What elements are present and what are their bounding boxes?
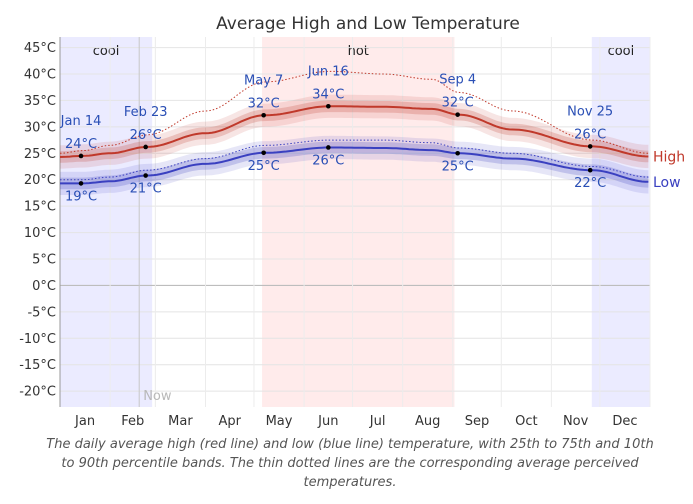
annotation-high-value: 34°C <box>312 87 344 102</box>
annotation-high-value: 32°C <box>248 96 280 111</box>
high-point <box>455 112 460 117</box>
x-tick-label: Jul <box>369 414 386 429</box>
annotation-low-value: 19°C <box>65 189 97 204</box>
high-point <box>143 144 148 150</box>
high-point <box>261 112 266 118</box>
low-band-10-90 <box>60 135 649 195</box>
high-point <box>587 144 593 149</box>
x-tick-label: Mar <box>168 414 193 429</box>
low-point <box>78 181 84 186</box>
annotation-date: May 7 <box>244 73 283 88</box>
season-band-cool <box>591 37 650 407</box>
x-tick-label: Apr <box>218 414 241 429</box>
y-tick-label: 35°C <box>24 94 56 109</box>
y-axis: 45°C 40°C 35°C 30°C 25°C 20°C 15°C 10°C 5°C 0°C -5… <box>19 41 56 400</box>
y-tick-label: 10°C <box>24 226 56 241</box>
season-label: hot <box>348 44 369 59</box>
low-point <box>587 167 593 173</box>
y-tick-label: -5°C <box>27 305 56 320</box>
x-tick-label: Nov <box>563 414 589 429</box>
y-tick-label: 45°C <box>24 41 56 56</box>
now-label: Now <box>143 389 172 404</box>
y-tick-label: 20°C <box>24 173 56 188</box>
high-point <box>326 103 331 109</box>
low-band-25-75 <box>60 141 649 190</box>
annotation-high-value: 26°C <box>130 128 162 143</box>
low-point <box>261 150 266 156</box>
y-tick-label: 5°C <box>32 253 56 268</box>
season-band-hot <box>262 37 455 407</box>
chart-title: Average High and Low Temperature <box>216 14 520 34</box>
annotation-high-value: 24°C <box>65 137 97 152</box>
annotation-high-value: 26°C <box>574 127 606 142</box>
y-tick-label: 15°C <box>24 200 56 215</box>
high-perceived-line <box>59 70 649 154</box>
y-tick-label: -10°C <box>19 332 56 347</box>
y-tick-label: 40°C <box>24 68 56 83</box>
annotation-date: Jun 16 <box>307 64 349 79</box>
low-point <box>143 173 148 178</box>
annotation-low-value: 22°C <box>574 176 606 191</box>
low-line <box>60 146 649 185</box>
annotation-date: Nov 25 <box>567 104 613 119</box>
annotation-date: Sep 4 <box>439 73 476 88</box>
x-tick-label: Sep <box>465 414 490 429</box>
y-tick-label: -20°C <box>19 385 56 400</box>
annotation-low-value: 26°C <box>312 153 344 168</box>
low-point <box>326 145 331 150</box>
season-band-cool <box>60 37 153 407</box>
y-tick-label: 25°C <box>24 147 56 162</box>
high-series-label: High <box>653 149 685 165</box>
x-tick-label: Jan <box>74 414 95 429</box>
annotation-date: Jan 14 <box>60 114 102 129</box>
low-series-label: Low <box>653 175 681 191</box>
annotation-low-value: 25°C <box>248 159 280 174</box>
x-tick-label: Dec <box>612 414 637 429</box>
season-bands: cool hot cool <box>60 37 650 407</box>
x-tick-label: Feb <box>121 414 144 429</box>
low-point <box>455 150 460 156</box>
y-tick-label: -15°C <box>19 358 56 373</box>
season-label: cool <box>93 44 120 59</box>
low-perceived-line <box>60 139 649 181</box>
x-axis: Jan Feb Mar Apr May Jun Jul Aug Sep Oct Nov Dec <box>74 414 637 429</box>
annotation-date: Feb 23 <box>124 105 168 120</box>
y-tick-label: 30°C <box>24 120 56 135</box>
x-tick-label: Oct <box>515 414 537 429</box>
annotation-low-value: 25°C <box>442 159 474 174</box>
grid: Now <box>59 37 651 407</box>
annotation-high-value: 32°C <box>442 96 474 111</box>
y-tick-label: 0°C <box>32 279 56 294</box>
high-point <box>78 153 84 159</box>
annotations: Jan 14 24°C 19°C Feb 23 26°C 21°C May 7 32°C 25°… <box>60 64 614 204</box>
chart-caption: The daily average high (red line) and lo… <box>46 437 654 490</box>
season-label: cool <box>608 44 635 59</box>
annotation-low-value: 21°C <box>130 182 162 197</box>
x-tick-label: May <box>266 414 293 429</box>
series: High Low <box>59 70 685 195</box>
high-line <box>59 105 649 158</box>
x-tick-label: Aug <box>415 414 440 429</box>
x-tick-label: Jun <box>317 414 338 429</box>
